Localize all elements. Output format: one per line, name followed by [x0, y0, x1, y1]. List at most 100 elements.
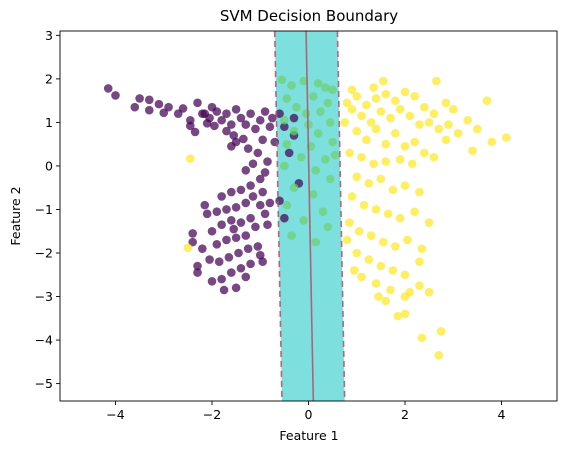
- data-point-overlap: [323, 222, 333, 232]
- data-point-purple: [243, 244, 253, 253]
- data-point-overlap: [282, 200, 292, 210]
- data-point-purple: [246, 259, 255, 269]
- data-point-yellow: [376, 107, 386, 116]
- data-point-purple: [265, 198, 275, 208]
- data-point-yellow: [400, 270, 410, 280]
- data-point-purple: [135, 94, 144, 103]
- data-point-yellow: [381, 89, 391, 99]
- data-point-purple: [207, 226, 217, 236]
- data-point-purple: [248, 159, 258, 169]
- data-point-overlap: [280, 115, 289, 125]
- data-point-overlap: [299, 76, 308, 86]
- data-point-purple: [202, 209, 212, 219]
- data-point-overlap: [321, 83, 330, 92]
- data-point-purple: [198, 244, 207, 253]
- data-point-purple: [263, 220, 272, 230]
- data-point-overlap: [330, 150, 340, 160]
- data-point-purple: [214, 257, 224, 267]
- data-point-yellow: [369, 83, 378, 92]
- y-axis-label: Feature 2: [8, 186, 23, 245]
- data-point-purple: [284, 148, 294, 158]
- data-point-purple: [231, 233, 241, 243]
- data-point-overlap: [311, 237, 321, 247]
- data-point-overlap: [282, 94, 292, 103]
- data-point-yellow: [347, 105, 357, 114]
- data-point-purple: [239, 134, 248, 144]
- data-point-yellow: [410, 91, 419, 101]
- x-tick-label: 0: [305, 407, 313, 422]
- data-point-overlap: [289, 126, 299, 136]
- data-point-yellow: [403, 235, 412, 245]
- data-point-purple: [231, 283, 241, 293]
- data-point-yellow: [388, 185, 398, 195]
- data-point-purple: [222, 235, 231, 245]
- data-point-yellow: [410, 207, 419, 216]
- data-point-overlap: [328, 85, 337, 95]
- data-point-yellow: [345, 148, 354, 158]
- data-point-purple: [265, 122, 275, 132]
- data-point-purple: [260, 107, 270, 116]
- data-point-yellow: [400, 309, 410, 319]
- data-point-purple: [246, 109, 255, 119]
- data-point-purple: [236, 218, 246, 227]
- data-point-purple: [241, 120, 251, 129]
- data-point-purple: [231, 105, 241, 114]
- data-point-overlap: [325, 118, 335, 127]
- data-point-yellow: [378, 237, 388, 247]
- data-point-overlap: [321, 155, 330, 164]
- data-point-yellow: [468, 146, 477, 156]
- data-point-yellow: [185, 154, 195, 163]
- data-point-yellow: [371, 124, 381, 134]
- data-point-yellow: [391, 242, 400, 251]
- data-point-purple: [185, 121, 195, 131]
- data-point-yellow: [400, 87, 410, 97]
- x-axis-label: Feature 1: [279, 428, 338, 443]
- data-point-yellow: [364, 179, 374, 188]
- data-point-yellow: [352, 172, 362, 182]
- data-point-overlap: [301, 109, 311, 119]
- data-point-purple: [241, 272, 251, 282]
- data-point-overlap: [280, 161, 289, 171]
- data-point-yellow: [345, 218, 354, 227]
- data-point-overlap: [277, 75, 287, 85]
- data-point-yellow: [441, 98, 451, 108]
- data-point-purple: [219, 285, 229, 295]
- data-point-purple: [188, 229, 197, 238]
- data-point-yellow: [415, 281, 424, 290]
- data-point-purple: [253, 242, 263, 251]
- data-point-yellow: [374, 292, 383, 301]
- data-point-yellow: [502, 133, 511, 142]
- data-point-purple: [227, 268, 236, 277]
- data-point-yellow: [383, 209, 393, 219]
- data-point-yellow: [434, 124, 444, 134]
- data-point-purple: [258, 257, 267, 267]
- data-point-overlap: [289, 183, 299, 193]
- data-point-yellow: [386, 113, 395, 123]
- data-point-yellow: [364, 255, 374, 264]
- data-point-yellow: [487, 137, 497, 147]
- data-point-yellow: [395, 105, 405, 114]
- data-point-purple: [210, 121, 219, 131]
- data-point-yellow: [395, 213, 405, 223]
- data-point-yellow: [376, 261, 386, 271]
- data-point-overlap: [296, 152, 306, 162]
- data-point-yellow: [444, 120, 453, 129]
- data-point-overlap: [292, 102, 301, 112]
- data-point-overlap: [323, 98, 333, 108]
- x-axis: −4 −2 0 2 4: [106, 401, 506, 422]
- data-point-yellow: [359, 200, 369, 210]
- data-point-purple: [260, 168, 270, 177]
- data-point-purple: [164, 102, 173, 112]
- data-point-purple: [205, 255, 214, 264]
- data-point-overlap: [309, 189, 318, 199]
- data-point-overlap: [313, 78, 323, 88]
- data-point-yellow: [415, 120, 424, 129]
- data-point-overlap: [287, 231, 296, 240]
- data-point-yellow: [391, 128, 400, 138]
- data-point-purple: [193, 98, 202, 108]
- data-point-purple: [263, 157, 272, 166]
- data-point-yellow: [453, 128, 463, 138]
- data-point-purple: [243, 144, 253, 153]
- data-point-purple: [130, 102, 140, 112]
- data-point-yellow: [357, 272, 366, 282]
